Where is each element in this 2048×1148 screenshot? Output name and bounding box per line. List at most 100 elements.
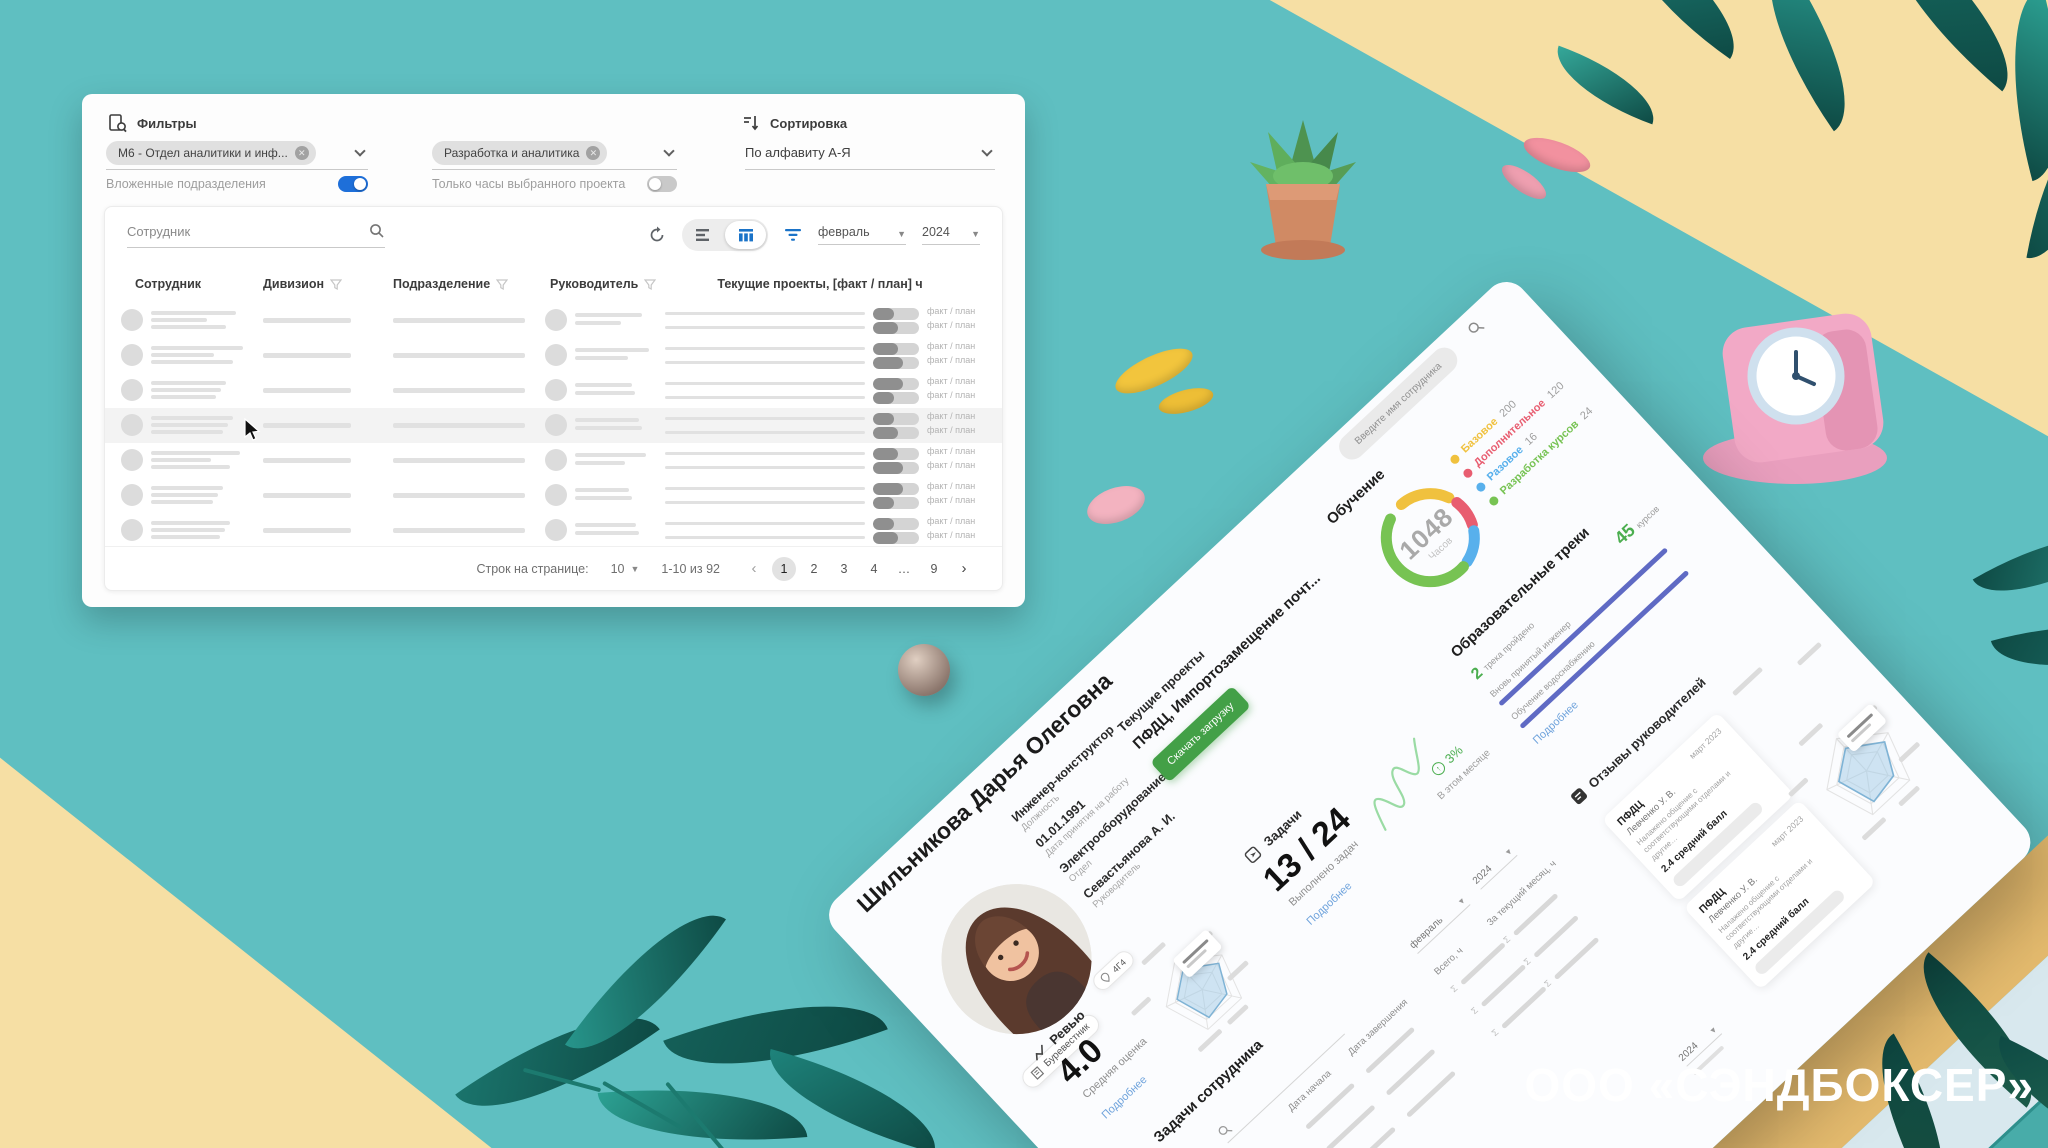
- review-header: Ревью: [1029, 1007, 1088, 1063]
- month-select[interactable]: февраль ▼: [818, 225, 906, 245]
- skeleton-bar: [665, 536, 865, 539]
- project-chip-label: Разработка и аналитика: [444, 145, 580, 160]
- search-icon[interactable]: [1465, 317, 1486, 338]
- project-hours-toggle-row: Только часы выбранного проекта: [432, 176, 677, 192]
- location-chip[interactable]: 4Г4: [1089, 947, 1138, 994]
- skeleton-bar: [575, 523, 636, 527]
- sum-icon: Σ: [1469, 1005, 1480, 1017]
- table-row[interactable]: факт / план факт / план: [105, 513, 1002, 548]
- page-button[interactable]: …: [897, 561, 911, 576]
- mouse-cursor: [244, 418, 261, 441]
- office-chip[interactable]: Буревестник: [1018, 1010, 1104, 1092]
- skeleton-bar: [665, 326, 865, 329]
- division-select[interactable]: М6 - Отдел аналитики и инф... ✕: [106, 140, 368, 170]
- download-load-button[interactable]: Скачать загрузку: [1150, 685, 1252, 783]
- skeleton-bar: [393, 458, 525, 463]
- skeleton-bar: [665, 431, 865, 434]
- fact-plan-label: факт / план: [927, 411, 976, 421]
- filter-funnel-icon[interactable]: [784, 227, 802, 243]
- rows-per-page-label: Строк на странице:: [476, 561, 589, 576]
- progress-pill: [873, 427, 919, 439]
- avatar: [121, 484, 143, 506]
- page-button[interactable]: 2: [810, 561, 818, 576]
- progress-pill: [873, 497, 919, 509]
- chip-remove-icon[interactable]: ✕: [586, 145, 601, 160]
- table-row[interactable]: факт / план факт / план: [105, 303, 1002, 338]
- table-view-button[interactable]: [725, 221, 766, 249]
- skeleton-bar: [1325, 1104, 1376, 1148]
- review-chart-icon: [1035, 1044, 1043, 1060]
- avatar: [121, 449, 143, 471]
- employee-tasks-section: Задачи сотрудника февраль ▼ 2024 ▼ Дата на…: [1151, 789, 1677, 1148]
- progress-pill: [873, 518, 919, 530]
- division-chip-label: М6 - Отдел аналитики и инф...: [118, 145, 288, 160]
- column-filter-icon[interactable]: [330, 278, 343, 290]
- search-icon: [1218, 1125, 1233, 1135]
- col-division: Дивизион: [263, 277, 343, 291]
- avatar: [545, 379, 567, 401]
- succulent-plant: [1238, 118, 1368, 273]
- avatar: [121, 309, 143, 331]
- skeleton-bar: [393, 353, 525, 358]
- refresh-icon[interactable]: [648, 226, 666, 244]
- year-select[interactable]: 2024 ▼: [922, 225, 980, 245]
- sort-select[interactable]: По алфавиту А-Я: [745, 140, 995, 170]
- page-button[interactable]: 3: [840, 561, 848, 576]
- fact-plan-label: факт / план: [927, 341, 976, 351]
- employee-search-field[interactable]: Сотрудник: [127, 223, 385, 248]
- project-select[interactable]: Разработка и аналитика ✕: [432, 140, 677, 170]
- profile-search-input[interactable]: Введите имя сотрудника: [1333, 342, 1463, 465]
- page-button[interactable]: 1: [772, 556, 796, 581]
- fact-plan-label: факт / план: [927, 446, 976, 456]
- nested-toggle-row: Вложенные подразделения: [106, 176, 368, 192]
- page-button[interactable]: 9: [930, 561, 938, 576]
- building-icon: [1030, 1066, 1045, 1080]
- skeleton-bar: [151, 325, 226, 329]
- progress-pill: [873, 308, 919, 320]
- page-button[interactable]: 4: [870, 561, 878, 576]
- column-filter-icon[interactable]: [496, 278, 509, 290]
- nested-toggle[interactable]: [338, 176, 368, 192]
- progress-pill: [873, 343, 919, 355]
- legend-dot: [1474, 480, 1487, 494]
- table-row[interactable]: факт / план факт / план: [105, 373, 1002, 408]
- table-row[interactable]: факт / план факт / план: [105, 408, 1002, 443]
- project-hours-toggle-label: Только часы выбранного проекта: [432, 177, 626, 191]
- column-filter-icon[interactable]: [644, 278, 657, 290]
- table-row[interactable]: факт / план факт / план: [105, 478, 1002, 513]
- employee-table-panel: Сотрудник: [104, 206, 1003, 591]
- prev-page-button[interactable]: ‹: [751, 560, 757, 577]
- skeleton-bar: [1796, 641, 1823, 666]
- skeleton-bar: [575, 321, 621, 325]
- skeleton-bar: [665, 466, 865, 469]
- next-page-button[interactable]: ›: [961, 560, 967, 577]
- reviews-radar-chart: [1773, 671, 1985, 883]
- col-employee: Сотрудник: [135, 277, 202, 291]
- employee-tasks-column: Дата завершения: [1345, 997, 1411, 1058]
- rows-per-page-select[interactable]: 10 ▼: [610, 561, 640, 576]
- avatar: [545, 344, 567, 366]
- progress-pill: [873, 322, 919, 334]
- chip-remove-icon[interactable]: ✕: [294, 145, 309, 160]
- sort-header: Сортировка: [742, 114, 847, 132]
- company-watermark: ООО «СЭНДБОКСЕР»: [1524, 1059, 2034, 1111]
- list-view-button[interactable]: [682, 219, 723, 251]
- col-department: Подразделение: [393, 277, 509, 291]
- skeleton-bar: [151, 346, 243, 350]
- table-row[interactable]: факт / план факт / план: [105, 443, 1002, 478]
- skeleton-bar: [575, 348, 649, 352]
- petal-decoration: [1081, 478, 1151, 532]
- project-hours-toggle[interactable]: [647, 176, 677, 192]
- profile-search-placeholder: Введите имя сотрудника: [1352, 360, 1444, 447]
- employee-tasks-search[interactable]: [1215, 1021, 1346, 1144]
- skeleton-bar: [151, 451, 240, 455]
- table-row[interactable]: факт / план факт / план: [105, 338, 1002, 373]
- skeleton-bar: [665, 487, 865, 490]
- skeleton-bar: [151, 360, 233, 364]
- table-footer: Строк на странице: 10 ▼ 1-10 из 92 ‹ 1 2 3 4 ……: [105, 546, 1002, 590]
- skeleton-bar: [665, 396, 865, 399]
- skeleton-bar: [151, 486, 223, 490]
- view-switcher: [682, 219, 768, 251]
- skeleton-bar: [665, 417, 865, 420]
- skeleton-bar: [151, 311, 236, 315]
